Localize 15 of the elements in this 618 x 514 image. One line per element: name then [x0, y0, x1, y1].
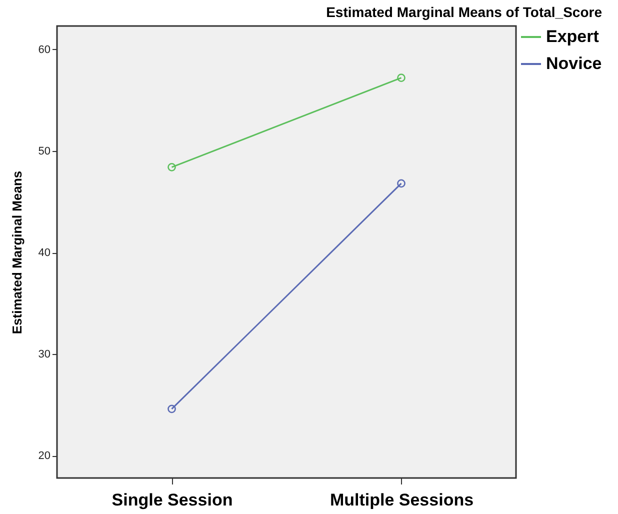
legend-label: Novice [546, 54, 602, 73]
y-axis-title: Estimated Marginal Means [9, 170, 24, 334]
y-tick-label: 20 [38, 450, 50, 462]
legend-label: Expert [546, 27, 600, 46]
y-tick-label: 30 [38, 348, 50, 361]
y-tick-label: 50 [38, 145, 50, 158]
x-tick-label: Multiple Sessions [330, 490, 474, 510]
y-tick-label: 60 [38, 44, 50, 56]
point [397, 179, 406, 188]
point [168, 163, 176, 172]
point [168, 404, 176, 414]
x-tick-label: Single Session [112, 490, 233, 510]
y-tick-label: 40 [38, 247, 50, 260]
point [397, 74, 406, 82]
chart-title: Estimated Marginal Means of Total_Score [326, 4, 602, 20]
